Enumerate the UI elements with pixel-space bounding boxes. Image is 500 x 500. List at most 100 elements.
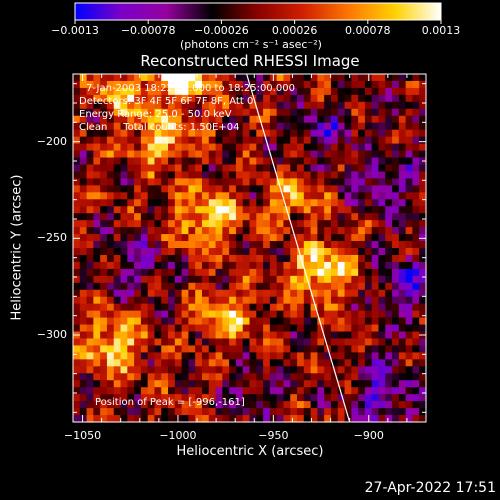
heatmap-cell [127, 261, 135, 270]
heatmap-cell [195, 220, 203, 228]
heatmap-cell [337, 380, 346, 388]
heatmap-cell [303, 192, 312, 200]
heatmap-cell [201, 275, 210, 284]
heatmap-cell [106, 87, 115, 96]
heatmap-cell [303, 220, 312, 228]
heatmap-cell [174, 373, 183, 381]
heatmap-cell [364, 401, 373, 409]
heatmap-cell [140, 303, 149, 312]
heatmap-cell [222, 122, 230, 131]
heatmap-cell [378, 227, 386, 235]
heatmap-cell [188, 248, 196, 256]
heatmap-cell [385, 94, 393, 103]
heatmap-cell [276, 241, 285, 249]
heatmap-cell [290, 94, 298, 103]
heatmap-cell [134, 394, 142, 402]
heatmap-cell [344, 275, 352, 284]
heatmap-cell [364, 282, 373, 291]
heatmap-cell [188, 366, 196, 374]
heatmap-cell [358, 415, 366, 423]
heatmap-cell [215, 115, 223, 124]
heatmap-cell [86, 227, 94, 235]
heatmap-cell [201, 310, 210, 319]
heatmap-cell [113, 248, 122, 256]
heatmap-cell [201, 380, 210, 388]
heatmap-cell [154, 248, 162, 256]
heatmap-cell [256, 220, 264, 228]
heatmap-cell [297, 122, 305, 131]
heatmap-cell [358, 192, 366, 200]
heatmap-cell [337, 108, 346, 117]
heatmap-cell [140, 101, 149, 110]
heatmap-cell [358, 345, 366, 353]
heatmap-cell [106, 150, 115, 159]
heatmap-cell [283, 317, 291, 326]
heatmap-cell [242, 415, 251, 423]
heatmap-cell [235, 303, 244, 312]
heatmap-cell [263, 129, 271, 138]
heatmap-cell [385, 310, 393, 319]
heatmap-cell [317, 303, 325, 312]
heatmap-cell [161, 80, 169, 89]
heatmap-cell [317, 373, 325, 381]
heatmap-cell [269, 178, 278, 186]
heatmap-cell [161, 164, 169, 173]
heatmap-cell [392, 143, 400, 152]
heatmap-cell [161, 94, 169, 103]
heatmap-cell [154, 359, 162, 367]
heatmap-cell [317, 296, 325, 305]
heatmap-cell [86, 136, 94, 145]
heatmap-cell [242, 352, 251, 360]
heatmap-cell [330, 74, 339, 82]
heatmap-cell [154, 108, 162, 117]
heatmap-cell [324, 129, 332, 138]
heatmap-cell [290, 213, 298, 221]
heatmap-cell [188, 171, 196, 179]
heatmap-cell [256, 171, 264, 179]
heatmap-cell [113, 394, 122, 402]
heatmap-cell [201, 408, 210, 416]
heatmap-cell [263, 178, 271, 186]
heatmap-cell [385, 150, 393, 159]
heatmap-cell [412, 80, 420, 89]
heatmap-cell [344, 220, 352, 228]
heatmap-cell [100, 234, 108, 242]
heatmap-cell [113, 115, 122, 124]
heatmap-cell [127, 296, 135, 305]
heatmap-cell [140, 394, 149, 402]
heatmap-cell [161, 359, 169, 367]
heatmap-cell [127, 94, 135, 103]
heatmap-cell [256, 164, 264, 173]
heatmap-cell [127, 108, 135, 117]
heatmap-cell [269, 143, 278, 152]
heatmap-cell [330, 296, 339, 305]
heatmap-cell [358, 108, 366, 117]
heatmap-cell [358, 359, 366, 367]
heatmap-cell [276, 387, 285, 395]
heatmap-cell [344, 248, 352, 256]
heatmap-cell [201, 136, 210, 145]
heatmap-cell [351, 178, 359, 186]
heatmap-cell [324, 289, 332, 298]
heatmap-cell [181, 94, 190, 103]
heatmap-cell [412, 387, 420, 395]
heatmap-cell [290, 338, 298, 347]
heatmap-cell [263, 296, 271, 305]
heatmap-cell [269, 199, 278, 207]
heatmap-cell [405, 268, 414, 277]
heatmap-cell [344, 171, 352, 179]
heatmap-cell [79, 282, 88, 291]
heatmap-cell [317, 185, 325, 193]
heatmap-cell [337, 192, 346, 200]
heatmap-cell [392, 317, 400, 326]
heatmap-cell [330, 408, 339, 416]
heatmap-cell [283, 394, 291, 402]
heatmap-cell [208, 171, 217, 179]
heatmap-cell [188, 192, 196, 200]
heatmap-cell [113, 178, 122, 186]
heatmap-cell [229, 74, 237, 82]
heatmap-cell [249, 213, 257, 221]
heatmap-cell [127, 303, 135, 312]
heatmap-cell [147, 310, 156, 319]
heatmap-cell [73, 310, 81, 319]
